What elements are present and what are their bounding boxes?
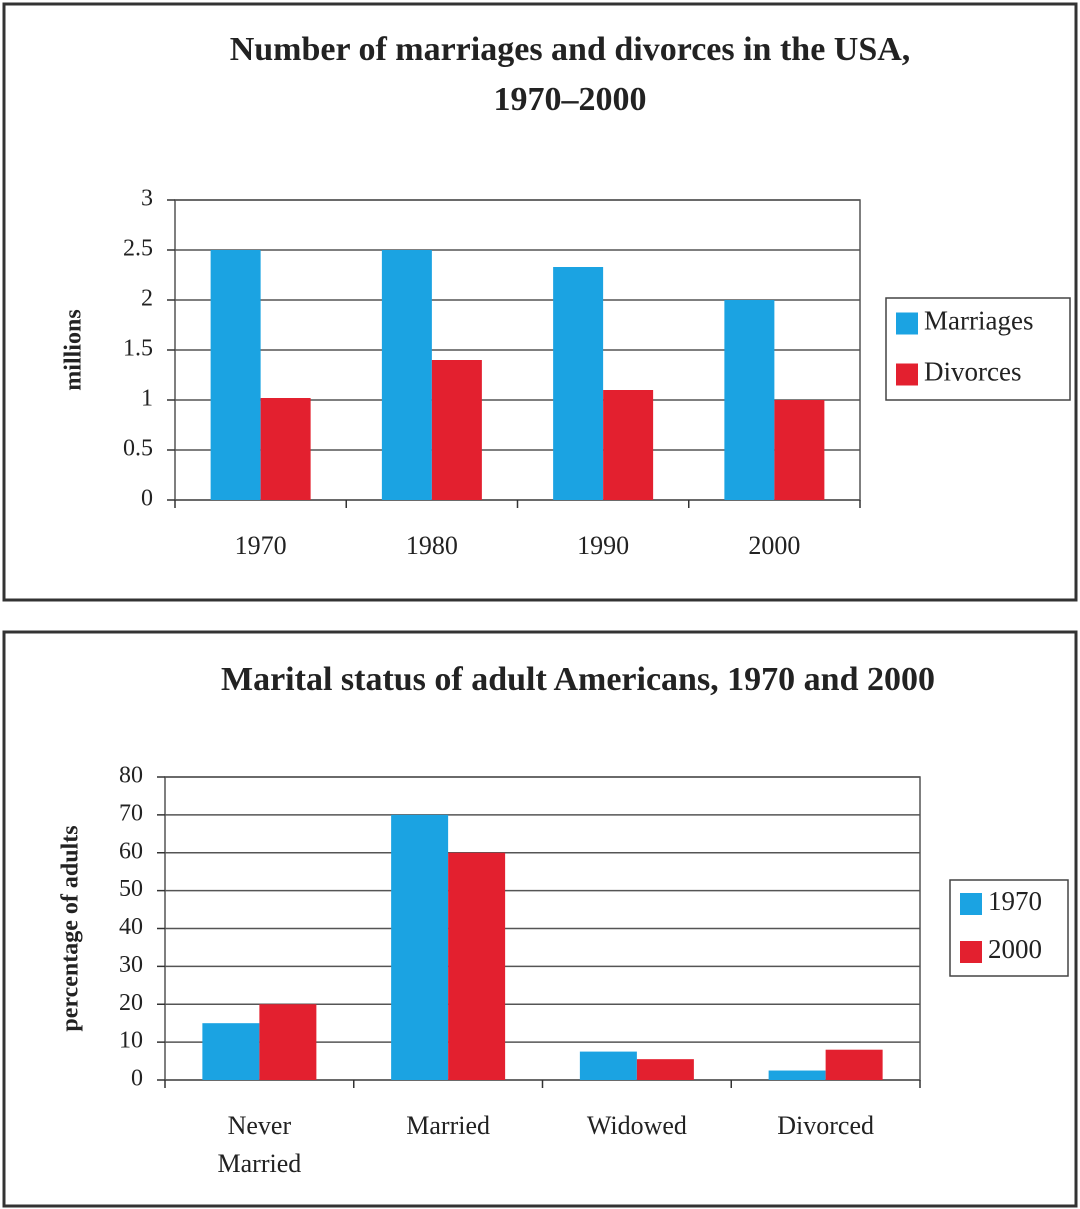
bar: [210, 250, 261, 500]
x-tick-label: 2000: [748, 531, 800, 560]
bar: [260, 398, 311, 500]
y-tick-label: 60: [119, 838, 143, 864]
y-tick-label: 10: [119, 1028, 143, 1054]
x-tick-label: 1980: [406, 531, 458, 560]
bar: [259, 1004, 317, 1080]
legend-label: 2000: [988, 934, 1042, 964]
y-tick-label: 0: [141, 486, 153, 512]
x-tick-label: Widowed: [587, 1111, 687, 1140]
y-tick-label: 2: [141, 286, 153, 312]
bar: [825, 1049, 883, 1080]
bar: [391, 814, 449, 1080]
panel: [2, 630, 1078, 1208]
legend-swatch: [960, 941, 982, 963]
x-tick-label: 1990: [577, 531, 629, 560]
legend-label: Divorces: [924, 357, 1021, 387]
legend-label: Marriages: [924, 306, 1033, 336]
legend-label: 1970: [988, 886, 1042, 916]
y-tick-label: 1: [141, 386, 153, 412]
y-tick-label: 3: [141, 186, 153, 212]
bar: [774, 400, 825, 500]
bar: [579, 1051, 637, 1080]
legend-swatch: [896, 312, 918, 335]
x-tick-label: Never Married: [218, 1111, 302, 1178]
bar: [381, 250, 432, 500]
bar: [202, 1023, 260, 1080]
bar: [603, 390, 654, 500]
bar: [768, 1070, 826, 1080]
y-tick-label: 70: [119, 800, 143, 826]
y-tick-label: 50: [119, 876, 143, 902]
y-tick-label: 1.5: [123, 336, 153, 362]
y-tick-label: 30: [119, 952, 143, 978]
legend-swatch: [896, 363, 918, 386]
y-tick-label: 2.5: [123, 236, 153, 262]
x-tick-label: Divorced: [777, 1111, 874, 1140]
x-tick-label: 1970: [235, 531, 287, 560]
chart-title: Marital status of adult Americans, 1970 …: [221, 661, 935, 698]
legend-swatch: [960, 893, 982, 915]
x-tick-label: Married: [406, 1111, 490, 1140]
y-tick-label: 80: [119, 763, 143, 789]
bar: [448, 852, 506, 1080]
bar: [724, 300, 775, 500]
bar: [636, 1059, 694, 1080]
y-tick-label: 0: [131, 1066, 143, 1092]
bar: [431, 360, 482, 500]
bar: [553, 267, 604, 500]
y-axis-label: percentage of adults: [58, 825, 84, 1031]
y-tick-label: 20: [119, 990, 143, 1016]
chart-title: Number of marriages and divorces in the …: [230, 31, 911, 118]
y-tick-label: 40: [119, 914, 143, 940]
y-axis-label: millions: [61, 309, 87, 390]
y-tick-label: 0.5: [123, 436, 153, 462]
